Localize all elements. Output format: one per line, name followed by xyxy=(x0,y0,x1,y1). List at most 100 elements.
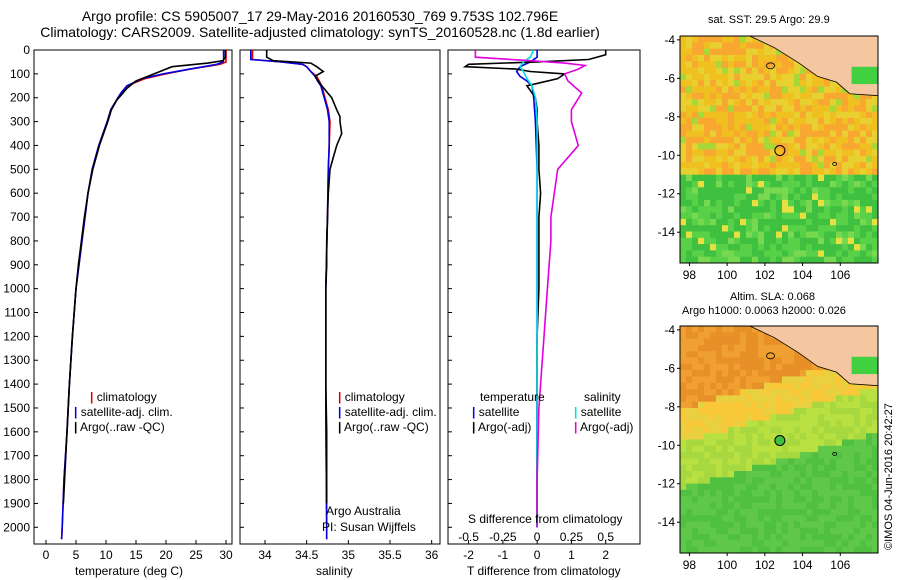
x-tick-label-0-2: 10 xyxy=(99,548,113,562)
map-y-tick-sla-1: -6 xyxy=(664,361,675,375)
y-tick-label-14: 1400 xyxy=(3,377,30,391)
y-tick-label-11: 1100 xyxy=(4,306,30,320)
series-line-0-0 xyxy=(60,50,227,540)
sla-map-title-2: Argo h1000: 0.0063 h2000: 0.026 xyxy=(682,305,846,317)
map-x-tick-sst-2: 102 xyxy=(755,268,775,282)
y-tick-label-15: 1500 xyxy=(3,401,30,415)
x-tick-label-1-4: 36 xyxy=(425,548,439,562)
series-line-2-3 xyxy=(474,50,588,528)
y-tick-label-12: 1200 xyxy=(3,329,30,343)
y-tick-label-10: 1000 xyxy=(3,282,30,296)
x-top-tick-label-2: 0 xyxy=(534,530,541,544)
x-tick-label-2-4: 2 xyxy=(602,548,609,562)
x-tick-label-0-1: 5 xyxy=(73,548,80,562)
temp-legend-argo: | Argo(..raw -QC) xyxy=(74,420,165,434)
annotation-pi: PI: Susan Wijffels xyxy=(322,520,416,534)
map-x-tick-sla-1: 100 xyxy=(717,558,737,572)
diff-legend-temperature-header: temperature xyxy=(480,390,545,404)
sal-legend-argo: | Argo(..raw -QC) xyxy=(338,420,429,434)
temp-legend-climatology: | climatology xyxy=(90,390,157,404)
y-tick-label-8: 800 xyxy=(10,234,30,248)
map-y-tick-sla-3: -10 xyxy=(658,438,676,452)
x-top-tick-label-3: 0.25 xyxy=(560,530,584,544)
sal-legend-satellite: | satellite-adj. clim. xyxy=(338,405,437,419)
map-x-tick-sst-3: 104 xyxy=(793,268,813,282)
y-tick-label-3: 300 xyxy=(10,115,30,129)
y-tick-label-5: 500 xyxy=(10,162,30,176)
map-island-sst xyxy=(766,62,775,70)
y-tick-label-6: 600 xyxy=(10,186,30,200)
diff-top-xlabel: S difference from climatology xyxy=(468,512,623,526)
map-y-tick-sla-4: -12 xyxy=(658,477,676,491)
argo-location-marker-sla xyxy=(774,435,786,447)
x-tick-label-1-0: 34 xyxy=(258,548,272,562)
x-tick-label-1-2: 35 xyxy=(342,548,356,562)
sal-legend-climatology: | climatology xyxy=(338,390,405,404)
y-tick-label-19: 1900 xyxy=(3,496,30,510)
map-y-tick-sst-5: -14 xyxy=(658,225,676,239)
map-frame-sst xyxy=(679,35,879,264)
map-x-tick-sst-0: 98 xyxy=(683,268,697,282)
panel-frame-2 xyxy=(447,49,641,545)
map-island-christmas-sst xyxy=(832,162,838,166)
x-tick-label-2-0: -2 xyxy=(463,548,474,562)
temp-xlabel: temperature (deg C) xyxy=(75,564,184,578)
map-y-tick-sst-4: -12 xyxy=(658,187,676,201)
y-tick-label-2: 200 xyxy=(10,91,30,105)
diff-legend-salinity-header: salinity xyxy=(584,390,621,404)
argo-location-marker-sst xyxy=(774,145,786,157)
y-tick-label-0: 0 xyxy=(23,43,30,57)
map-y-tick-sst-1: -6 xyxy=(664,71,675,85)
x-tick-label-2-3: 1 xyxy=(568,548,575,562)
title-line-2: Climatology: CARS2009. Satellite-adjuste… xyxy=(40,24,600,40)
map-y-tick-sst-3: -10 xyxy=(658,148,676,162)
panel-frame-1 xyxy=(239,49,441,545)
diff-legend-s-satellite: | satellite xyxy=(574,405,622,419)
y-tick-label-4: 400 xyxy=(10,138,30,152)
map-y-tick-sla-0: -4 xyxy=(664,323,675,337)
y-tick-label-20: 2000 xyxy=(3,520,30,534)
x-tick-label-0-5: 25 xyxy=(189,548,203,562)
map-x-tick-sst-1: 100 xyxy=(717,268,737,282)
x-tick-label-2-2: 0 xyxy=(534,548,541,562)
x-top-tick-label-0: -0.5 xyxy=(458,530,479,544)
map-x-tick-sla-3: 104 xyxy=(793,558,813,572)
x-tick-label-2-1: -1 xyxy=(498,548,509,562)
imos-credit: ©IMOS 04-Jun-2016 20:42:27 xyxy=(883,403,895,550)
y-tick-label-17: 1700 xyxy=(3,449,30,463)
x-top-tick-label-1: -0.25 xyxy=(489,530,517,544)
y-tick-label-18: 1800 xyxy=(3,473,30,487)
map-y-tick-sst-0: -4 xyxy=(664,33,675,47)
temp-legend-satellite: | satellite-adj. clim. xyxy=(74,405,173,419)
sst-map-title: sat. SST: 29.5 Argo: 29.9 xyxy=(708,14,830,26)
panel-frame-0 xyxy=(33,49,233,545)
map-frame-sla xyxy=(679,325,879,554)
map-island-christmas-sla xyxy=(832,452,838,456)
series-line-0-2 xyxy=(62,50,227,504)
series-line-2-2 xyxy=(519,49,538,528)
map-y-tick-sst-2: -8 xyxy=(664,110,675,124)
map-y-tick-sla-2: -8 xyxy=(664,400,675,414)
y-tick-label-1: 100 xyxy=(10,67,30,81)
x-tick-label-0-3: 15 xyxy=(129,548,143,562)
y-tick-label-16: 1600 xyxy=(3,425,30,439)
map-x-tick-sla-0: 98 xyxy=(683,558,697,572)
x-tick-label-1-3: 35.5 xyxy=(378,548,402,562)
map-island-sla xyxy=(766,352,775,360)
map-y-tick-sla-5: -14 xyxy=(658,515,676,529)
diff-xlabel: T difference from climatology xyxy=(467,564,621,578)
series-line-2-0 xyxy=(515,50,538,528)
title-line-1: Argo profile: CS 5905007_17 29-May-2016 … xyxy=(81,8,559,24)
sla-map-title-1: Altim. SLA: 0.068 xyxy=(730,291,815,303)
diff-legend-s-argo: | Argo(-adj) xyxy=(574,420,634,434)
sal-xlabel: salinity xyxy=(316,564,353,578)
map-x-tick-sla-4: 106 xyxy=(830,558,850,572)
x-tick-label-0-0: 0 xyxy=(43,548,50,562)
x-tick-label-1-1: 34.5 xyxy=(295,548,319,562)
y-tick-label-13: 1300 xyxy=(3,353,30,367)
x-tick-label-0-6: 30 xyxy=(219,548,233,562)
y-tick-label-7: 700 xyxy=(10,210,30,224)
y-tick-label-9: 900 xyxy=(10,258,30,272)
x-top-tick-label-4: 0.5 xyxy=(597,530,614,544)
